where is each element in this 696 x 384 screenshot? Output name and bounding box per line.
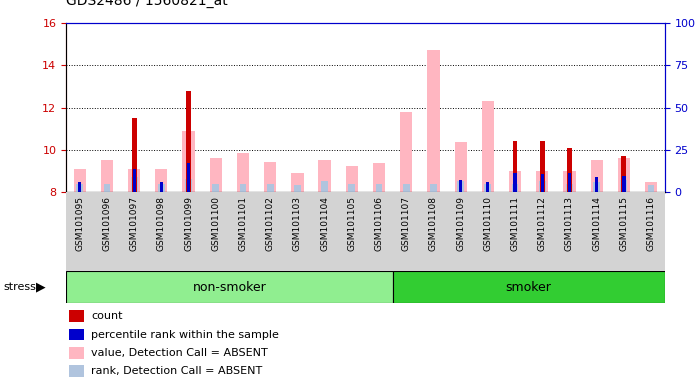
Text: non-smoker: non-smoker: [193, 281, 267, 293]
Bar: [212, 184, 219, 192]
Bar: [512, 184, 519, 192]
Text: count: count: [91, 311, 122, 321]
Bar: [69, 365, 84, 377]
Bar: [186, 91, 191, 192]
Text: stress: stress: [3, 282, 36, 292]
Bar: [182, 131, 195, 192]
Bar: [482, 101, 494, 192]
Text: GSM101101: GSM101101: [239, 196, 248, 251]
Bar: [487, 182, 489, 192]
Text: GSM101111: GSM101111: [511, 196, 519, 251]
Bar: [622, 156, 626, 192]
Bar: [454, 142, 467, 192]
Text: GDS2486 / 1560821_at: GDS2486 / 1560821_at: [66, 0, 228, 8]
Bar: [187, 164, 190, 192]
Text: GSM101100: GSM101100: [212, 196, 220, 251]
Bar: [566, 184, 573, 192]
Bar: [69, 311, 84, 322]
Bar: [567, 148, 572, 192]
Text: GSM101104: GSM101104: [320, 196, 329, 251]
Bar: [427, 51, 440, 192]
Text: GSM101115: GSM101115: [619, 196, 628, 251]
Bar: [104, 184, 111, 192]
Text: GSM101110: GSM101110: [483, 196, 492, 251]
Text: smoker: smoker: [506, 281, 552, 293]
Bar: [618, 158, 630, 192]
Bar: [514, 173, 516, 192]
Bar: [536, 171, 548, 192]
Text: GSM101106: GSM101106: [374, 196, 383, 251]
Text: GSM101105: GSM101105: [347, 196, 356, 251]
Text: ▶: ▶: [36, 281, 46, 293]
Bar: [459, 180, 462, 192]
Bar: [484, 184, 491, 192]
Bar: [373, 164, 385, 192]
Text: GSM101098: GSM101098: [157, 196, 166, 251]
Bar: [101, 161, 113, 192]
Bar: [294, 185, 301, 192]
Bar: [593, 182, 600, 192]
Bar: [512, 141, 518, 192]
Bar: [393, 271, 665, 303]
Bar: [509, 171, 521, 192]
Bar: [568, 173, 571, 192]
Text: GSM101102: GSM101102: [266, 196, 275, 251]
Bar: [403, 184, 410, 192]
Bar: [321, 182, 328, 192]
Bar: [645, 182, 657, 192]
Bar: [267, 184, 274, 192]
Text: GSM101096: GSM101096: [102, 196, 111, 251]
Bar: [541, 174, 544, 192]
Bar: [376, 184, 382, 192]
Bar: [346, 166, 358, 192]
Bar: [209, 158, 222, 192]
Bar: [158, 184, 165, 192]
Bar: [155, 169, 168, 192]
Text: rank, Detection Call = ABSENT: rank, Detection Call = ABSENT: [91, 366, 262, 376]
Text: GSM101095: GSM101095: [75, 196, 84, 251]
Bar: [78, 182, 81, 192]
Text: GSM101114: GSM101114: [592, 196, 601, 251]
Bar: [131, 177, 138, 192]
Text: GSM101103: GSM101103: [293, 196, 302, 251]
Bar: [291, 173, 303, 192]
Bar: [620, 180, 627, 192]
Bar: [237, 153, 249, 192]
Bar: [239, 184, 246, 192]
Bar: [539, 182, 546, 192]
Bar: [319, 161, 331, 192]
Bar: [74, 169, 86, 192]
Bar: [590, 161, 603, 192]
Text: GSM101097: GSM101097: [129, 196, 139, 251]
Bar: [69, 329, 84, 340]
Bar: [349, 184, 355, 192]
Text: GSM101113: GSM101113: [565, 196, 574, 251]
Text: GSM101107: GSM101107: [402, 196, 411, 251]
Text: value, Detection Call = ABSENT: value, Detection Call = ABSENT: [91, 348, 268, 358]
Bar: [430, 184, 437, 192]
Bar: [264, 162, 276, 192]
Bar: [648, 185, 654, 192]
Bar: [563, 171, 576, 192]
Bar: [457, 182, 464, 192]
Text: GSM101108: GSM101108: [429, 196, 438, 251]
Bar: [66, 271, 393, 303]
Bar: [128, 169, 141, 192]
Text: percentile rank within the sample: percentile rank within the sample: [91, 329, 279, 339]
Text: GSM101116: GSM101116: [647, 196, 656, 251]
Text: GSM101112: GSM101112: [538, 196, 547, 251]
Bar: [77, 184, 83, 192]
Text: GSM101099: GSM101099: [184, 196, 193, 251]
Bar: [185, 179, 192, 192]
Bar: [132, 169, 136, 192]
Bar: [540, 141, 545, 192]
Text: GSM101109: GSM101109: [456, 196, 465, 251]
Bar: [132, 118, 136, 192]
Bar: [595, 177, 599, 192]
Bar: [69, 347, 84, 359]
Bar: [400, 112, 412, 192]
Bar: [622, 176, 626, 192]
Bar: [159, 182, 163, 192]
